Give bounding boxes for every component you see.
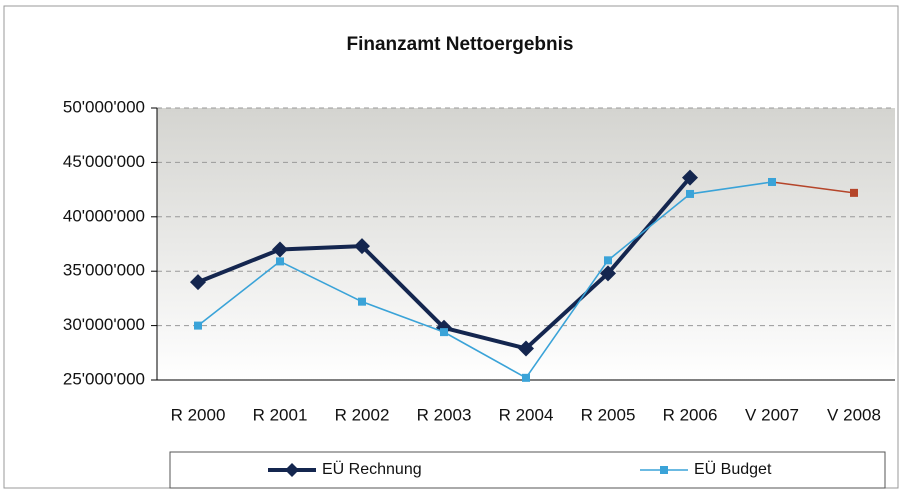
series-line [361, 300, 445, 333]
series-line [278, 244, 364, 252]
marker [686, 189, 694, 198]
legend-label: EÜ Budget [694, 460, 772, 478]
marker [276, 257, 284, 266]
marker [604, 256, 612, 265]
series-line [279, 260, 363, 303]
series-line [442, 325, 528, 351]
y-tick-label: 45'000'000 [63, 152, 145, 171]
series-line [360, 244, 446, 330]
series-line [607, 193, 691, 262]
marker [522, 373, 530, 382]
legend: EÜ Rechnung EÜ Budget [268, 460, 772, 478]
y-tick-label: 25'000'000 [63, 369, 145, 388]
y-tick-label: 40'000'000 [63, 206, 145, 225]
series-line [689, 181, 773, 195]
series-line [524, 271, 610, 351]
series-line [525, 259, 609, 379]
y-tick-label: 30'000'000 [63, 315, 145, 334]
marker [358, 297, 366, 306]
x-tick-label: R 2001 [253, 405, 308, 424]
series-line [197, 260, 281, 327]
marker [194, 321, 202, 330]
x-tick-label: R 2006 [663, 405, 718, 424]
y-tick-label: 35'000'000 [63, 261, 145, 280]
marker [354, 238, 370, 255]
marker [682, 169, 698, 186]
marker [768, 177, 776, 186]
x-tick-label: R 2005 [581, 405, 636, 424]
marker [518, 340, 534, 357]
marker [600, 265, 616, 282]
legend-marker [660, 466, 668, 474]
series-line [443, 331, 527, 379]
x-tick-label: R 2003 [417, 405, 472, 424]
marker [190, 274, 206, 291]
chart-title: Finanzamt Nettoergebnis [347, 34, 574, 55]
x-tick-label: R 2000 [171, 405, 226, 424]
series-line [606, 175, 692, 276]
x-tick-label: V 2008 [827, 405, 881, 424]
marker [440, 328, 448, 337]
marker [272, 241, 288, 258]
series-line [771, 181, 855, 194]
plot-area [157, 108, 895, 380]
legend-marker [285, 463, 299, 477]
x-tick-label: R 2002 [335, 405, 390, 424]
x-tick-label: V 2007 [745, 405, 799, 424]
y-tick-label: 50'000'000 [63, 97, 145, 116]
x-tick-label: R 2004 [499, 405, 554, 424]
legend-label: EÜ Rechnung [322, 460, 422, 478]
marker [850, 188, 858, 197]
series-line [196, 247, 282, 285]
